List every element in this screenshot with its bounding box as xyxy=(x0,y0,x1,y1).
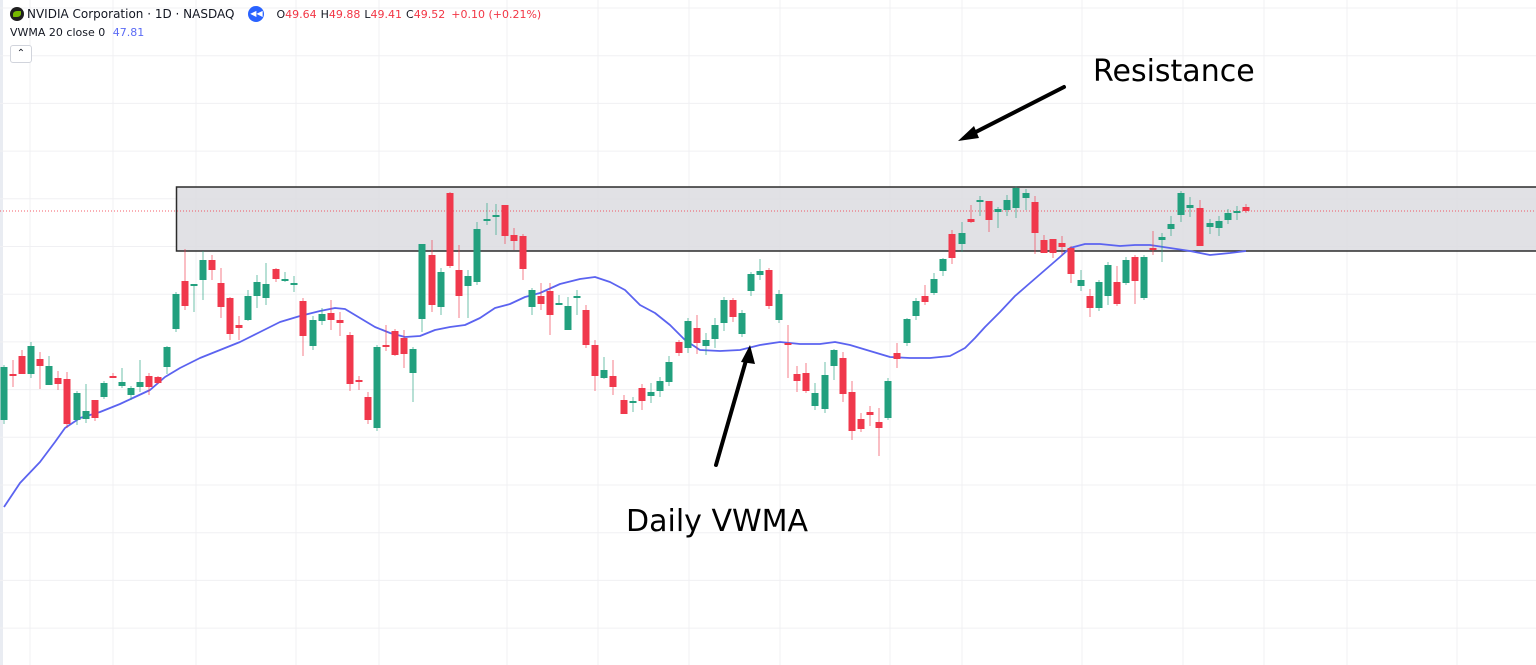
ohlc-open: O49.64 xyxy=(276,7,317,21)
annotation-arrows xyxy=(714,85,1066,467)
indicator-value: 47.81 xyxy=(112,26,145,39)
nvidia-logo-icon xyxy=(10,7,24,21)
vwma-label: Daily VWMA xyxy=(626,504,809,539)
ohlc-low: L49.41 xyxy=(364,7,403,21)
symbol-title[interactable]: NVIDIA Corporation · 1D · NASDAQ xyxy=(27,7,235,21)
collapse-legend-button[interactable]: ⌃ xyxy=(10,45,32,63)
ohlc-close: C49.52 xyxy=(406,7,446,21)
symbol-row: NVIDIA Corporation · 1D · NASDAQ ◀◀ O49.… xyxy=(10,6,541,22)
chevron-up-icon: ⌃ xyxy=(16,48,26,59)
resistance-label: Resistance xyxy=(1093,54,1255,89)
resistance-arrow-icon xyxy=(958,85,1066,141)
indicator-label: VWMA 20 close 0 xyxy=(10,26,106,39)
candlesticks xyxy=(0,186,1250,456)
indicator-row[interactable]: VWMA 20 close 0 47.81 xyxy=(10,25,541,41)
left-edge-border xyxy=(0,0,3,665)
vwma-line xyxy=(3,243,1247,508)
vwma-arrow-icon xyxy=(714,345,755,467)
chart-legend: NVIDIA Corporation · 1D · NASDAQ ◀◀ O49.… xyxy=(10,6,541,63)
ohlc-high: H49.88 xyxy=(320,7,361,21)
resistance-zone-box[interactable] xyxy=(175,186,1536,252)
rewind-icon[interactable]: ◀◀ xyxy=(248,6,265,22)
price-change: +0.10 (+0.21%) xyxy=(451,7,542,21)
